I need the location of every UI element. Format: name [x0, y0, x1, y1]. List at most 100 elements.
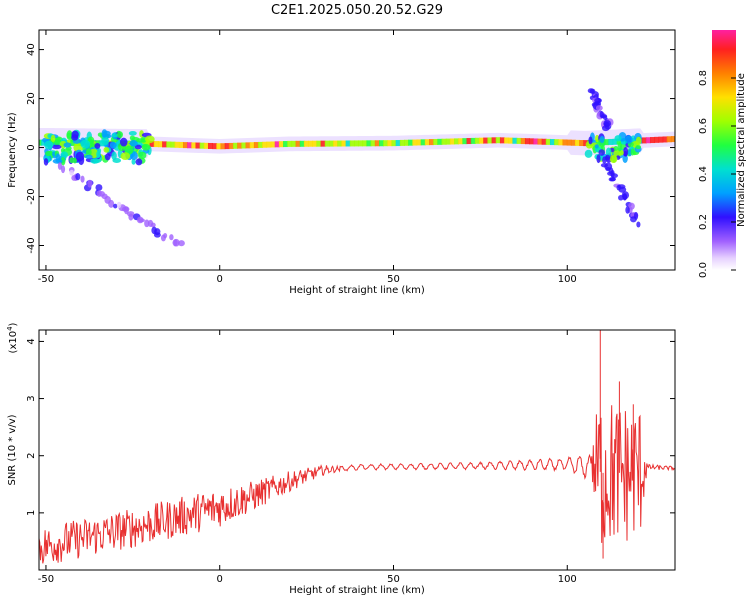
spectral-cell [233, 142, 239, 149]
spectral-blob [119, 137, 128, 147]
spectral-cell [566, 139, 572, 146]
y-tick-label: 3 [26, 395, 37, 401]
spectral-blob [75, 151, 85, 162]
spectral-blob [50, 134, 56, 143]
spectral-cell [458, 138, 464, 145]
spectral-cell [295, 140, 301, 147]
spectral-scatter [604, 154, 611, 161]
spectral-scatter [57, 162, 63, 170]
spectral-blob [129, 139, 138, 147]
spectral-cell [662, 136, 668, 143]
spectral-cell [420, 139, 426, 146]
spectral-cell [41, 139, 47, 146]
spectral-blob [144, 135, 155, 144]
spectral-scatter [622, 193, 628, 201]
spectral-blob [73, 143, 83, 153]
spectrogram-panel: -50 0 50 100 -40 -20 0 20 40 Height of straight … [7, 29, 676, 296]
spectral-blob [112, 157, 122, 163]
spectral-cell [345, 140, 351, 147]
spectral-blob [71, 130, 79, 139]
spectral-blob [90, 158, 100, 164]
spectral-scatter [625, 206, 630, 214]
spectral-cell [437, 138, 443, 145]
spectral-blob [635, 144, 642, 150]
spectral-cell [524, 138, 530, 145]
spectral-blob [60, 156, 66, 166]
spectral-scatter [144, 219, 150, 228]
spectral-cell [224, 143, 230, 150]
x-tick-label: 100 [558, 574, 577, 585]
x-tick-label: -50 [38, 274, 54, 285]
spectral-cell [341, 140, 347, 147]
spectral-cell [366, 140, 372, 147]
snr-plot-area [39, 330, 675, 564]
spectral-cell [370, 140, 376, 147]
spectral-blob [131, 158, 136, 165]
spectral-scatter [636, 221, 641, 228]
spectral-scatter [618, 186, 627, 193]
spectral-cell [157, 141, 163, 148]
spectral-cell [137, 140, 143, 147]
spectral-scatter [69, 169, 75, 176]
spectral-scatter [598, 149, 606, 156]
snr-y-label: SNR (10 * v/v) [7, 414, 18, 485]
colorbar-tick-label: 0.8 [698, 70, 709, 86]
spectral-blob [111, 151, 117, 161]
spectral-cell [283, 141, 289, 148]
spectral-cell [495, 137, 501, 144]
spectral-cell [312, 140, 318, 147]
spectral-scatter [153, 232, 161, 238]
x-tick-label: -50 [38, 574, 54, 585]
spectral-blob [594, 144, 599, 149]
colorbar-tick-label: 0.2 [698, 214, 709, 230]
spectral-cell [328, 140, 334, 147]
colorbar-label: Normalized spectral amplitude [736, 73, 747, 227]
colorbar: 0.0 0.2 0.4 0.6 0.8 Normalized spectral ampl… [698, 30, 747, 278]
spectral-blob [43, 158, 49, 166]
spectral-cell [487, 137, 493, 144]
spectral-blob [594, 134, 600, 143]
spectral-cell [39, 139, 42, 146]
spectral-blob [120, 152, 131, 160]
spectral-blob [44, 140, 54, 150]
spectral-cell [395, 140, 401, 147]
spectral-cell [237, 142, 243, 149]
spectral-blob [630, 148, 635, 156]
spectral-cell [462, 138, 468, 145]
spectral-blob [617, 142, 622, 152]
spectral-scatter [610, 173, 619, 179]
spectral-cell [374, 140, 380, 147]
spectral-blob [69, 157, 75, 164]
spectral-scatter [595, 105, 603, 111]
spectral-blob [84, 154, 93, 159]
spectral-cell [558, 139, 564, 146]
spectral-blob [109, 141, 117, 149]
spectral-cell [433, 138, 439, 145]
spectral-cell [579, 140, 585, 147]
spectral-cell [408, 139, 414, 146]
spectral-cell [399, 139, 405, 146]
spectral-cell [187, 142, 193, 149]
spectral-cell [195, 142, 201, 149]
spectral-blob [128, 130, 137, 136]
spectral-scatter [618, 194, 624, 201]
spectral-cell [520, 138, 526, 145]
spectral-cell [533, 138, 539, 145]
spectral-blob [51, 144, 62, 150]
spectral-blob [117, 131, 123, 139]
spectral-cell [249, 142, 255, 149]
spectral-blob [101, 136, 110, 146]
colorbar-gradient [712, 30, 736, 270]
spectral-cell [182, 142, 188, 149]
spectral-cell [228, 142, 234, 149]
spectral-scatter [150, 222, 156, 228]
spectral-blob [613, 145, 619, 151]
spectral-blob [614, 135, 622, 142]
spectral-blob [137, 151, 147, 159]
spectral-cell [616, 138, 622, 145]
spectral-cell [512, 137, 518, 144]
spectral-cell [153, 141, 159, 148]
spectral-cell [545, 138, 551, 145]
spectral-cell [454, 138, 460, 145]
